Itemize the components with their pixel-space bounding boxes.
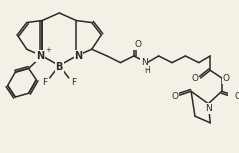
Text: N: N: [141, 58, 148, 67]
Text: N: N: [36, 51, 44, 61]
Text: N: N: [74, 51, 82, 61]
Text: F: F: [42, 78, 48, 87]
Text: O: O: [223, 74, 230, 83]
Text: O: O: [171, 92, 178, 101]
Text: N: N: [205, 104, 212, 113]
Text: +: +: [45, 47, 51, 53]
Text: O: O: [134, 40, 141, 49]
Text: O: O: [234, 92, 239, 101]
Text: F: F: [71, 78, 76, 87]
Text: H: H: [144, 66, 150, 75]
Text: B: B: [55, 62, 63, 72]
Text: O: O: [191, 74, 198, 83]
